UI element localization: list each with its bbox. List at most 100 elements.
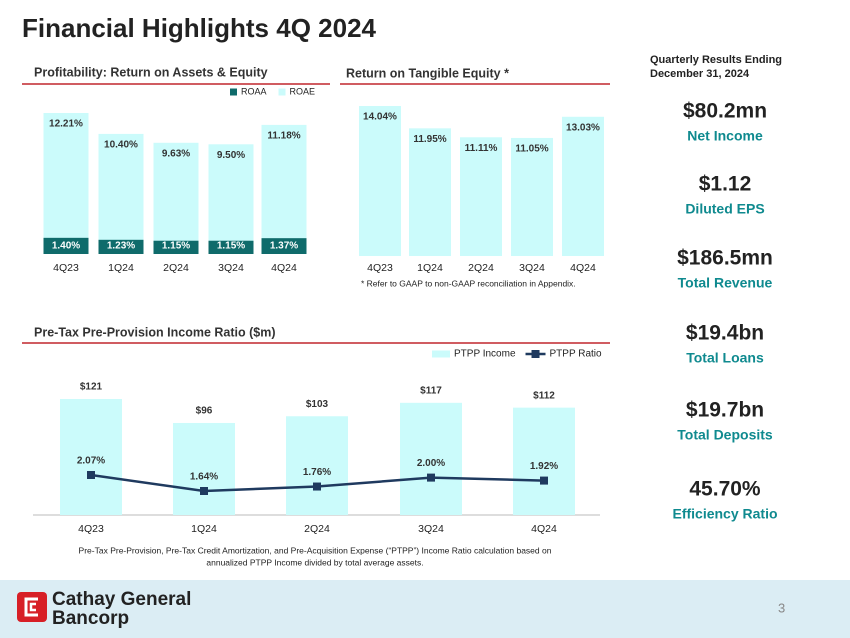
legend-swatch [531,350,540,358]
x-tick-label: 2Q24 [304,523,330,535]
page-number: 3 [778,600,785,615]
x-tick-label: 2Q24 [163,262,189,274]
line-marker [540,476,548,485]
value-label: 11.11% [465,143,498,154]
footer-band [0,580,850,638]
value-label: 9.63% [162,148,190,159]
value-label: 1.37% [270,241,298,252]
sidebar-header: Quarterly Results Ending [650,54,782,66]
bar [43,113,89,254]
value-label: $96 [196,406,213,417]
metric-label: Diluted EPS [685,201,764,217]
logo-text: Cathay General [52,589,191,610]
x-tick-label: 2Q24 [468,262,494,274]
legend-label: PTPP Income [454,349,516,360]
line-marker [427,473,435,482]
legend-label: ROAA [241,86,267,96]
metric-value: $80.2mn [683,100,767,123]
value-label: 13.03% [566,122,600,133]
value-label: 1.15% [217,241,245,252]
bar [261,124,307,254]
line-marker [200,487,208,495]
bar [409,128,451,256]
value-label: 1.23% [107,241,135,252]
value-label: $117 [420,385,442,396]
logo-text: Bancorp [52,608,129,629]
chart-title: Profitability: Return on Assets & Equity [34,65,268,79]
x-tick-label: 4Q24 [271,262,297,274]
value-label: 12.21% [49,119,83,130]
line-marker [87,471,95,479]
chart-title: Return on Tangible Equity * [346,66,509,80]
legend-swatch [278,88,286,96]
footnote: annualized PTPP Income divided by total … [206,557,423,567]
x-tick-label: 4Q24 [570,262,596,274]
value-label: 1.64% [190,472,218,483]
x-tick-label: 1Q24 [191,523,217,535]
bar [153,240,199,254]
chart-title: Pre-Tax Pre-Provision Income Ratio ($m) [34,325,276,339]
bar [286,416,348,515]
x-tick-label: 3Q24 [218,262,244,274]
metric-label: Total Revenue [678,275,773,291]
metric-value: $19.7bn [686,399,764,422]
footnote: Pre-Tax Pre-Provision, Pre-Tax Credit Am… [79,545,552,555]
value-label: 14.04% [363,112,397,123]
bar [261,238,307,254]
slide-title: Financial Highlights 4Q 2024 [22,13,377,43]
x-tick-label: 1Q24 [417,262,443,274]
x-tick-label: 3Q24 [418,523,444,535]
metric-label: Efficiency Ratio [672,506,777,522]
value-label: 11.18% [267,131,300,142]
value-label: 2.07% [77,456,105,467]
bar [98,133,144,254]
value-label: 1.40% [52,241,80,252]
bar [511,137,553,256]
value-label: 9.50% [217,150,245,161]
bar [98,239,144,254]
metric-label: Total Loans [686,350,764,366]
value-label: $103 [306,399,329,410]
value-label: $112 [533,390,555,401]
footnote: * Refer to GAAP to non-GAAP reconciliati… [361,278,576,288]
bar [400,402,462,515]
x-tick-label: 4Q23 [367,262,393,274]
x-tick-label: 4Q24 [531,523,557,535]
bar [153,142,199,254]
bar [562,116,604,257]
legend-label: ROAE [290,86,316,96]
bar [359,106,401,256]
value-label: 1.15% [162,241,190,252]
legend-swatch [230,88,237,96]
value-label: 1.92% [530,461,558,472]
metric-value: $1.12 [699,173,752,196]
x-tick-label: 1Q24 [108,262,134,274]
metric-label: Total Deposits [677,427,773,443]
value-label: 11.95% [413,134,446,145]
value-label: $121 [80,382,103,393]
metric-value: $19.4bn [686,322,764,345]
value-label: 10.40% [104,140,138,151]
bar [208,240,254,254]
x-tick-label: 4Q23 [53,262,79,274]
value-label: 1.76% [303,467,331,478]
sidebar-header: December 31, 2024 [650,68,750,80]
logo-icon [17,592,47,622]
bar [513,407,575,515]
bar [60,399,122,515]
bar [460,137,502,256]
metric-label: Net Income [687,128,763,144]
metric-value: 45.70% [689,478,761,501]
value-label: 2.00% [417,458,445,469]
line-marker [313,482,321,491]
legend-swatch [432,350,450,358]
x-tick-label: 3Q24 [519,262,545,274]
bar [173,422,235,515]
bar [43,237,89,254]
bar [208,144,254,254]
value-label: 11.05% [515,144,548,155]
metric-value: $186.5mn [677,247,773,270]
legend-label: PTPP Ratio [550,349,602,360]
